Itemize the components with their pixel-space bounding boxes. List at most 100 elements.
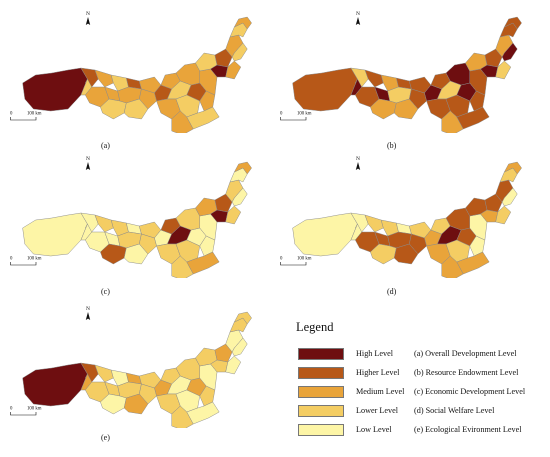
map-region (186, 251, 220, 275)
svg-text:N: N (86, 306, 90, 312)
map-region (22, 362, 88, 407)
north-arrow-icon: N (85, 156, 91, 170)
north-arrow-icon: N (355, 156, 361, 170)
map-region (231, 187, 248, 207)
map-region (292, 67, 358, 112)
svg-text:0: 0 (280, 112, 283, 117)
map-region (210, 209, 229, 223)
svg-text:0: 0 (10, 257, 13, 262)
panel-label-d: (d) (387, 287, 397, 296)
svg-text:N: N (356, 156, 360, 162)
map-regions (22, 161, 252, 278)
legend-swatch-lower (298, 405, 344, 417)
map-region (231, 337, 248, 357)
map-region (22, 67, 88, 112)
map-region (469, 90, 486, 112)
map-region (364, 214, 384, 233)
svg-text:100 km: 100 km (27, 407, 42, 412)
legend-panel-description: (c) Economic Development Level (414, 387, 526, 396)
scale-bar: 0 100 km (280, 112, 312, 121)
map-region (501, 187, 518, 207)
map-region (214, 193, 233, 213)
svg-text:N: N (356, 11, 360, 17)
map-regions (22, 16, 252, 133)
map-region (364, 69, 384, 88)
map-region (292, 212, 358, 257)
legend-swatch-low (298, 424, 344, 436)
map-region (234, 16, 252, 30)
svg-text:100 km: 100 km (27, 112, 42, 117)
north-arrow-icon: N (85, 11, 91, 25)
map-region (94, 364, 114, 383)
map-region (501, 42, 518, 62)
legend-panel-description: (b) Resource Endowment Level (414, 368, 519, 377)
legend-level-label: Medium Level (356, 387, 405, 396)
map-region (123, 98, 149, 120)
map-region (22, 212, 88, 257)
svg-text:0: 0 (10, 407, 13, 412)
map-region (210, 359, 229, 373)
panel-label-c: (c) (101, 287, 110, 296)
scale-bar: 0 100 km (10, 257, 42, 266)
map-panel-d: N 0 100 km (280, 150, 530, 278)
map-region (484, 193, 503, 213)
svg-text:N: N (86, 156, 90, 162)
map-region (504, 161, 522, 175)
map-region (393, 98, 419, 120)
map-region (234, 161, 252, 175)
map-region (94, 214, 114, 233)
north-arrow-icon: N (355, 11, 361, 25)
legend-panel-description: (d) Social Welfare Level (414, 406, 495, 415)
map-region (199, 385, 216, 407)
map-region (484, 48, 503, 68)
svg-text:0: 0 (280, 257, 283, 262)
legend-level-label: Lower Level (356, 406, 399, 415)
map-regions (292, 161, 522, 278)
map-region (480, 64, 499, 78)
map-region (94, 69, 114, 88)
map-panel-b: N 0 100 km (280, 5, 530, 133)
map-region (199, 235, 216, 257)
svg-text:100 km: 100 km (297, 112, 312, 117)
map-region (456, 251, 490, 275)
map-region (186, 106, 220, 130)
map-panel-c: N 0 100 km (10, 150, 260, 278)
legend-level-label: High Level (356, 349, 394, 358)
map-region (469, 235, 486, 257)
map-region (225, 60, 242, 80)
map-region (234, 311, 252, 325)
legend-panel-description: (a) Overall Development Level (414, 349, 517, 358)
map-panel-a: N 0 100 km (10, 5, 260, 133)
map-region (495, 60, 512, 80)
map-region (225, 355, 242, 375)
map-region (214, 343, 233, 363)
legend-swatch-high (298, 348, 344, 360)
map-region (199, 90, 216, 112)
map-region (495, 205, 512, 225)
legend-swatch-higher (298, 367, 344, 379)
map-region (456, 106, 490, 130)
map-region (504, 16, 522, 30)
map-region (210, 64, 229, 78)
map-region (231, 42, 248, 62)
map-panel-e: N 0 100 km (10, 300, 260, 428)
map-region (123, 393, 149, 415)
map-regions (292, 16, 522, 133)
scale-bar: 0 100 km (10, 112, 42, 121)
map-region (480, 209, 499, 223)
map-region (123, 243, 149, 265)
legend-title: Legend (296, 320, 334, 334)
map-region (186, 401, 220, 425)
legend-panel-description: (e) Ecological Evironment Level (414, 425, 522, 434)
panel-label-b: (b) (387, 141, 397, 150)
svg-text:N: N (86, 11, 90, 17)
map-regions (22, 311, 252, 428)
scale-bar: 0 100 km (280, 257, 312, 266)
panel-label-e: (e) (101, 433, 110, 442)
legend-level-label: Low Level (356, 425, 392, 434)
north-arrow-icon: N (85, 306, 91, 320)
map-region (225, 205, 242, 225)
panel-label-a: (a) (101, 141, 110, 150)
map-region (214, 48, 233, 68)
legend-swatch-medium (298, 386, 344, 398)
